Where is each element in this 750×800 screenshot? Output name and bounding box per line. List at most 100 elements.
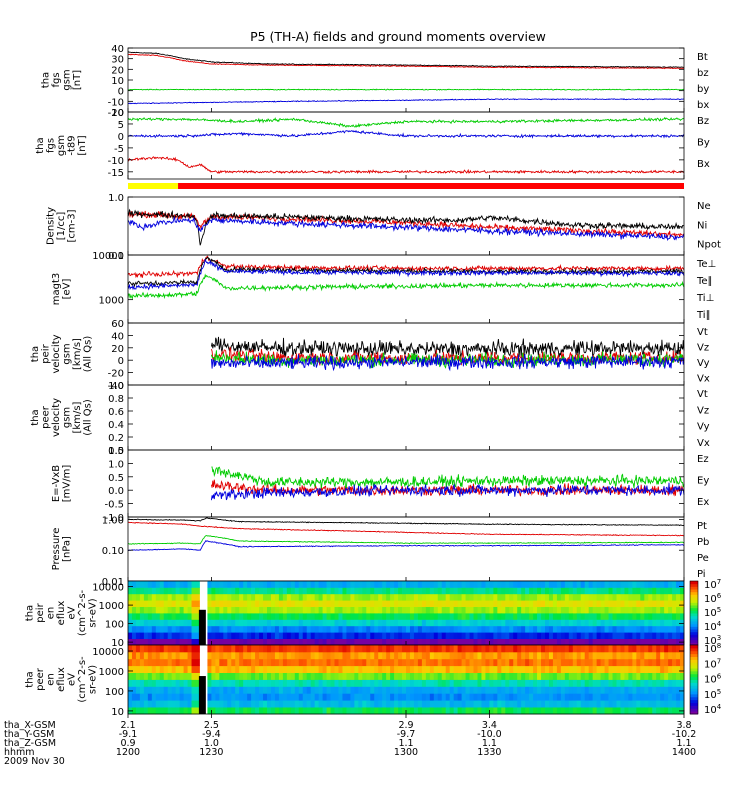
heatmap-cell xyxy=(537,707,542,715)
heatmap-cell xyxy=(576,679,582,687)
heatmap-cell xyxy=(235,672,240,680)
heatmap-cell xyxy=(128,619,133,627)
heatmap-cell xyxy=(437,619,443,627)
heatmap-cell xyxy=(409,625,415,633)
heatmap-cell xyxy=(374,587,379,595)
heatmap-cell xyxy=(183,587,188,595)
heatmap-cell xyxy=(175,651,181,660)
heatmap-cell xyxy=(378,672,383,680)
heatmap-cell xyxy=(409,672,415,680)
heatmap-cell xyxy=(278,638,284,646)
heatmap-cell xyxy=(179,672,184,680)
heatmap-cell xyxy=(183,658,188,667)
heatmap-cell xyxy=(402,581,407,588)
heatmap-cell xyxy=(406,686,411,694)
heatmap-cell xyxy=(227,613,232,620)
heatmap-cell xyxy=(560,625,566,633)
heatmap-cell xyxy=(580,613,586,620)
heatmap-cell xyxy=(632,707,637,715)
heatmap-cell xyxy=(548,593,554,601)
heatmap-cell xyxy=(267,658,272,667)
y-axis-label: velocity xyxy=(51,334,62,373)
colorbar-step xyxy=(690,676,698,681)
heatmap-cell xyxy=(564,665,570,673)
heatmap-cell xyxy=(660,665,665,673)
heatmap-cell xyxy=(505,587,510,595)
heatmap-cell xyxy=(322,672,327,680)
heatmap-cell xyxy=(592,587,598,595)
heatmap-cell xyxy=(449,700,455,708)
colorbar-step xyxy=(690,583,698,587)
heatmap-cell xyxy=(402,638,407,646)
heatmap-cell xyxy=(195,679,200,687)
heatmap-cell xyxy=(215,693,220,701)
heatmap-cell xyxy=(537,700,542,708)
heatmap-cell xyxy=(406,658,411,667)
heatmap-cell xyxy=(485,679,490,687)
heatmap-cell xyxy=(453,665,459,673)
heatmap-cell xyxy=(211,693,216,701)
heatmap-cell xyxy=(207,651,212,660)
heatmap-cell xyxy=(274,700,280,708)
heatmap-cell xyxy=(183,651,188,660)
heatmap-cell xyxy=(147,686,153,694)
heatmap-cell xyxy=(255,672,260,680)
heatmap-cell xyxy=(274,600,280,607)
heatmap-cell xyxy=(183,632,188,639)
heatmap-cell xyxy=(247,679,252,687)
heatmap-cell xyxy=(366,679,371,687)
heatmap-cell xyxy=(437,658,443,667)
heatmap-cell xyxy=(497,619,502,627)
heatmap-cell xyxy=(497,645,502,653)
heatmap-cell xyxy=(564,606,570,614)
heatmap-cell xyxy=(191,686,196,694)
heatmap-cell xyxy=(243,686,248,694)
heatmap-cell xyxy=(231,658,236,667)
series-line-magt3-0 xyxy=(127,255,685,279)
heatmap-cell xyxy=(676,658,681,667)
heatmap-cell xyxy=(286,679,292,687)
heatmap-cell xyxy=(612,581,617,588)
heatmap-cell xyxy=(354,587,359,595)
heatmap-cell xyxy=(211,707,216,715)
heatmap-cell xyxy=(485,593,490,601)
heatmap-cell xyxy=(135,613,141,620)
heatmap-cell xyxy=(457,581,462,588)
heatmap-cell xyxy=(163,606,169,614)
heatmap-cell xyxy=(263,645,268,653)
series-line-efield-1 xyxy=(211,466,685,490)
heatmap-cell xyxy=(163,651,169,660)
heatmap-cell xyxy=(656,645,661,653)
heatmap-cell xyxy=(640,658,645,667)
heatmap-cell xyxy=(342,645,347,653)
heatmap-cell xyxy=(676,606,681,614)
heatmap-cell xyxy=(533,707,538,715)
heatmap-cell xyxy=(267,665,272,673)
heatmap-cell xyxy=(370,632,375,639)
heatmap-cell xyxy=(509,606,514,614)
heatmap-cell xyxy=(652,593,657,601)
heatmap-cell xyxy=(143,632,149,639)
heatmap-cell xyxy=(632,625,637,633)
heatmap-cell xyxy=(398,693,403,701)
heatmap-cell xyxy=(652,693,657,701)
heatmap-cell xyxy=(469,665,474,673)
heatmap-cell xyxy=(302,632,308,639)
heatmap-cell xyxy=(429,707,435,715)
heatmap-cell xyxy=(560,645,566,653)
heatmap-cell xyxy=(652,632,657,639)
heatmap-cell xyxy=(326,606,331,614)
heatmap-cell xyxy=(537,625,542,633)
heatmap-cell xyxy=(624,686,629,694)
heatmap-cell xyxy=(592,632,598,639)
heatmap-cell xyxy=(497,679,502,687)
heatmap-cell xyxy=(183,707,188,715)
heatmap-cell xyxy=(330,606,335,614)
heatmap-cell xyxy=(342,686,347,694)
heatmap-cell xyxy=(441,619,447,627)
legend-label-magt3: Te∥ xyxy=(696,276,713,287)
heatmap-cell xyxy=(493,587,498,595)
heatmap-cell xyxy=(564,632,570,639)
heatmap-cell xyxy=(477,672,482,680)
